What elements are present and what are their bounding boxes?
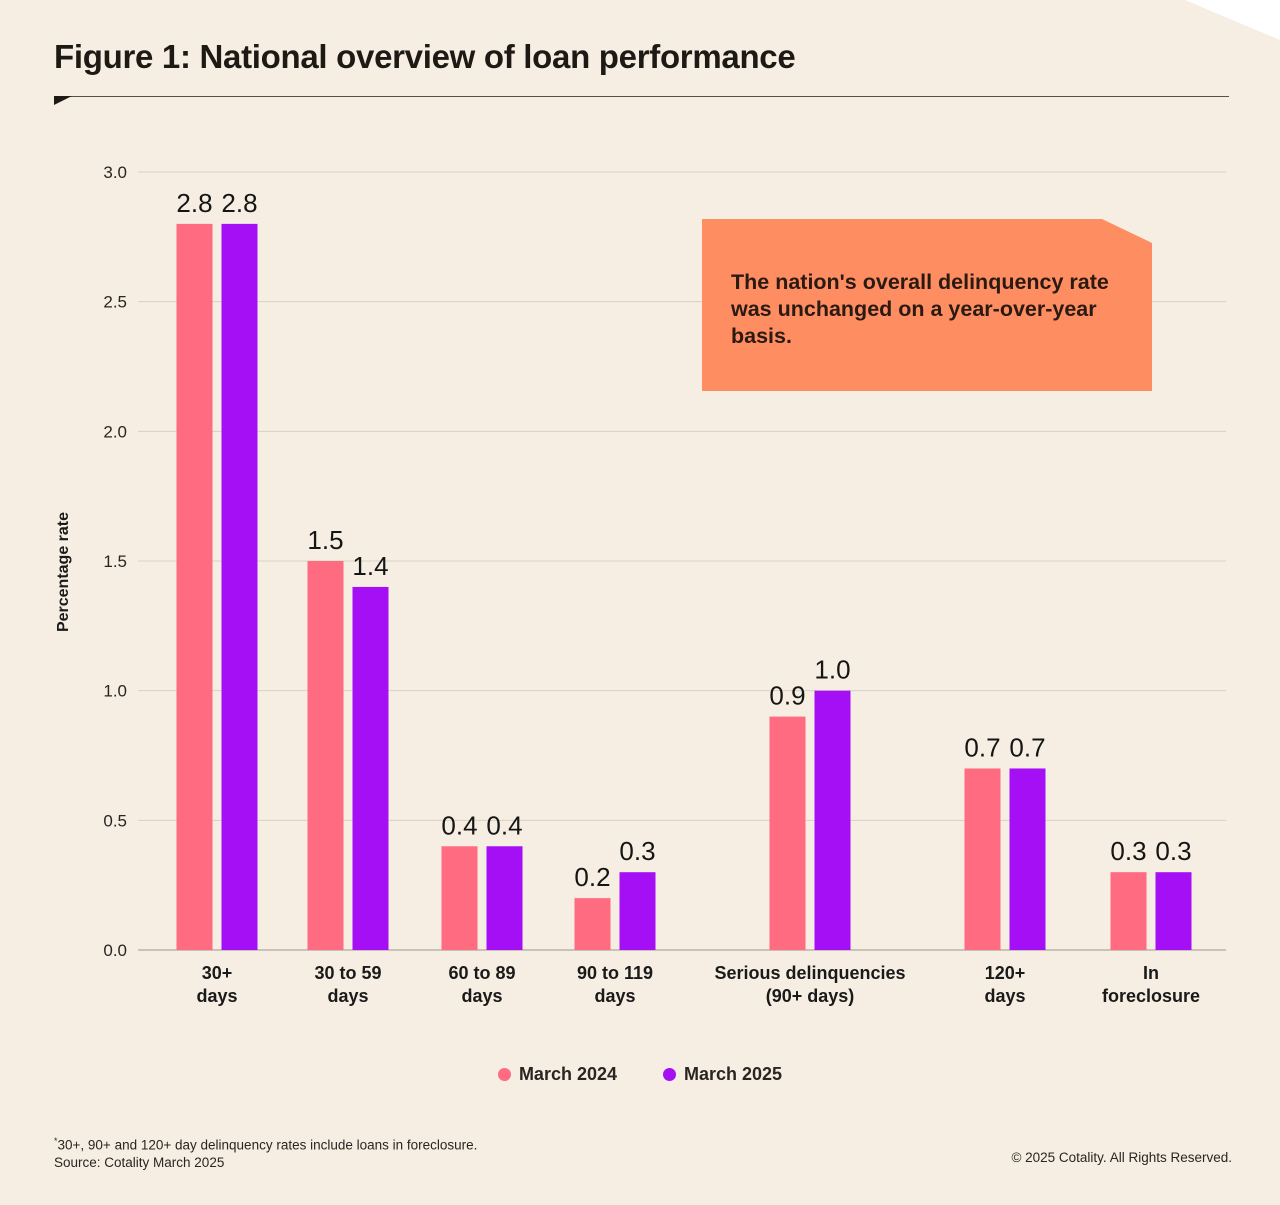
bar-march-2025 xyxy=(221,223,258,950)
legend-label-march-2024: March 2024 xyxy=(518,1064,617,1084)
bar-march-2024 xyxy=(176,223,213,950)
data-label: 0.2 xyxy=(574,862,610,892)
bar-march-2025 xyxy=(1155,872,1192,950)
y-tick-label: 0.0 xyxy=(103,941,127,960)
data-label: 0.3 xyxy=(619,836,655,866)
bar-march-2024 xyxy=(307,561,344,950)
data-label: 0.4 xyxy=(486,810,522,840)
bar-march-2025 xyxy=(619,872,656,950)
bar-march-2024 xyxy=(964,768,1001,950)
data-label: 2.8 xyxy=(221,188,257,218)
bar-march-2025 xyxy=(352,586,389,950)
x-tick-label: 30+ xyxy=(202,963,233,983)
data-label: 0.7 xyxy=(964,732,1000,762)
x-tick-label: days xyxy=(327,986,368,1006)
y-tick-label: 2.5 xyxy=(103,293,127,312)
x-tick-label: foreclosure xyxy=(1102,986,1200,1006)
y-tick-label: 0.5 xyxy=(103,811,127,830)
x-tick-label: days xyxy=(196,986,237,1006)
callout-box: The nation's overall delinquency rate wa… xyxy=(702,219,1152,391)
bar-march-2024 xyxy=(441,846,478,950)
data-label: 1.4 xyxy=(352,551,388,581)
data-label: 0.7 xyxy=(1009,732,1045,762)
legend: March 2024 March 2025 xyxy=(0,1064,1280,1085)
y-tick-label: 1.5 xyxy=(103,552,127,571)
data-label: 1.5 xyxy=(307,525,343,555)
x-tick-label: 120+ xyxy=(985,963,1026,983)
bar-march-2024 xyxy=(574,898,611,950)
y-axis-title: Percentage rate xyxy=(55,512,72,632)
footnote-body: 30+, 90+ and 120+ day delinquency rates … xyxy=(57,1137,478,1153)
x-tick-label: days xyxy=(594,986,635,1006)
footnote: *30+, 90+ and 120+ day delinquency rates… xyxy=(54,1133,477,1171)
y-tick-label: 2.0 xyxy=(103,422,127,441)
x-tick-label: (90+ days) xyxy=(766,986,855,1006)
x-tick-label: 90 to 119 xyxy=(577,963,653,983)
y-tick-label: 3.0 xyxy=(103,163,127,182)
data-label: 0.3 xyxy=(1110,836,1146,866)
bar-march-2024 xyxy=(1110,872,1147,950)
legend-item-march-2025: March 2025 xyxy=(663,1064,782,1085)
data-label: 2.8 xyxy=(176,188,212,218)
bar-march-2025 xyxy=(486,846,523,950)
copyright: © 2025 Cotality. All Rights Reserved. xyxy=(1011,1150,1232,1165)
y-tick-label: 1.0 xyxy=(103,682,127,701)
data-label: 0.3 xyxy=(1155,836,1191,866)
footnote-text: *30+, 90+ and 120+ day delinquency rates… xyxy=(54,1133,477,1154)
chart-title: Figure 1: National overview of loan perf… xyxy=(54,38,796,75)
title-divider xyxy=(54,96,1229,97)
bar-march-2025 xyxy=(1009,768,1046,950)
x-tick-label: days xyxy=(984,986,1025,1006)
footnote-marker: * xyxy=(54,1136,58,1146)
x-tick-label: 30 to 59 xyxy=(314,963,381,983)
legend-label-march-2025: March 2025 xyxy=(684,1064,783,1084)
x-tick-label: In xyxy=(1143,963,1159,983)
legend-swatch-march-2024 xyxy=(497,1068,511,1081)
legend-item-march-2024: March 2024 xyxy=(497,1064,617,1085)
bar-march-2025 xyxy=(814,690,851,950)
callout-text: The nation's overall delinquency rate wa… xyxy=(731,270,1109,348)
x-tick-label: days xyxy=(461,986,502,1006)
corner-decoration xyxy=(1185,0,1280,40)
data-label: 0.9 xyxy=(769,681,805,711)
x-tick-label: 60 to 89 xyxy=(448,963,515,983)
data-label: 0.4 xyxy=(441,810,477,840)
source-text: Source: Cotality March 2025 xyxy=(54,1154,225,1170)
data-label: 1.0 xyxy=(814,655,850,685)
title-divider-notch xyxy=(54,96,72,105)
x-tick-label: Serious delinquencies xyxy=(714,963,905,983)
bar-march-2024 xyxy=(769,716,806,950)
legend-swatch-march-2025 xyxy=(663,1068,676,1081)
